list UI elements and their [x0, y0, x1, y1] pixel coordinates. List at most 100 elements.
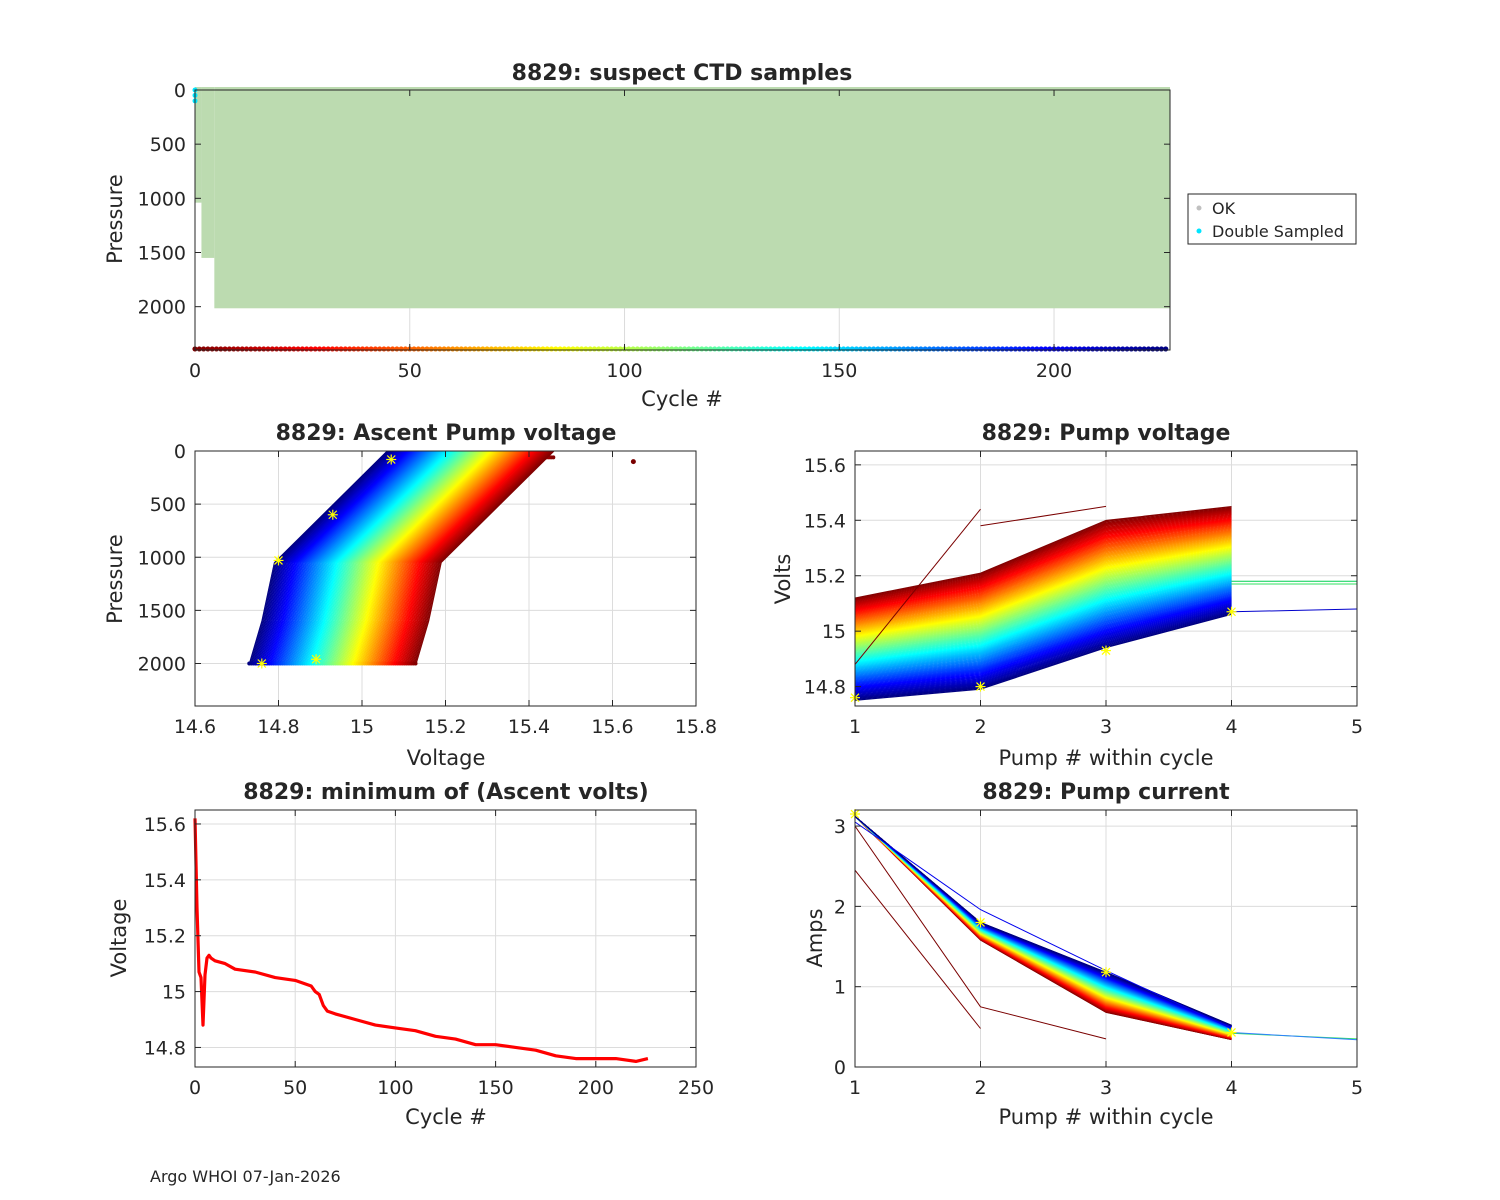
ascent-profile-line	[362, 450, 502, 664]
pumpv-cycle-line	[854, 584, 1232, 673]
pumpv-cycle-line	[854, 566, 1232, 656]
ascent-profile-line	[379, 450, 519, 664]
pumpv-cycle-line	[854, 530, 1232, 622]
pumpv-cycle-line	[854, 513, 1232, 606]
pumpv-cycle-line	[854, 605, 1232, 693]
marker-stroke	[328, 510, 338, 520]
pumpv-cycle-line	[854, 542, 1232, 633]
ascent-profile-line	[272, 450, 412, 664]
ascent-profile-line	[290, 450, 429, 664]
pumpv-cycle-line	[854, 566, 1232, 656]
pumpa-lines	[854, 816, 1232, 1041]
ascent-profile-line	[324, 450, 464, 664]
ascent-profile-line	[289, 450, 429, 664]
ascent-profile-line	[353, 450, 492, 664]
pumpv-cycle-line	[854, 577, 1232, 667]
ascent-profile-line	[374, 450, 514, 664]
ascent-profile-line	[319, 450, 458, 664]
ascent-profile-line	[251, 450, 390, 664]
ascent-profile-line	[256, 450, 396, 664]
pumpa-ylabel: Amps	[803, 908, 827, 967]
ascent-profile-line	[347, 450, 487, 664]
pumpv-cycle-line	[854, 515, 1232, 608]
ascent-profile-line	[251, 450, 391, 664]
pumpv-cycle-line	[854, 598, 1232, 687]
pumpv-cycle-line	[854, 570, 1232, 660]
pumpa-ytick-label: 3	[834, 816, 846, 838]
pumpv-ytick-label: 14.8	[804, 677, 846, 699]
pumpv-cycle-line	[854, 580, 1232, 669]
pumpv-cycle-line	[854, 611, 1232, 699]
ascent-profile-line	[263, 450, 403, 664]
pumpa-xtick-label: 2	[974, 1077, 986, 1099]
ascent-profile-line	[406, 450, 546, 664]
ascent-profile-line	[261, 450, 400, 664]
pumpv-cycle-line	[854, 547, 1232, 638]
pumpv-cycle-line	[854, 586, 1232, 675]
pumpv-cycle-line	[854, 537, 1232, 628]
ascent-profile-line	[299, 450, 438, 664]
ascent-profile-line	[293, 450, 432, 664]
pumpv-cycle-line	[854, 576, 1232, 665]
ascent-profile-line	[377, 450, 516, 664]
ascent-profile-line	[276, 450, 416, 664]
pumpv-cycle-line	[854, 546, 1232, 637]
ascent-profile-line	[307, 450, 447, 664]
pumpv-cycle-line	[854, 607, 1232, 695]
pumpv-cycle-line	[854, 581, 1232, 670]
ascent-profile-line	[330, 450, 470, 664]
pumpv-cycle-line	[854, 514, 1232, 607]
pumpv-cycle-line	[854, 598, 1232, 686]
ascent-profile-line	[341, 450, 481, 664]
ascent-profile-line	[268, 450, 407, 664]
pumpv-cycle-line	[854, 527, 1232, 619]
pumpv-cycle-line	[854, 563, 1232, 653]
pumpv-title: 8829: Pump voltage	[982, 421, 1231, 446]
ascent-outlier-point	[630, 459, 636, 465]
pumpv-cycle-line	[854, 578, 1232, 667]
pumpa-title: 8829: Pump current	[982, 780, 1230, 805]
minv-ytick-label: 15.4	[144, 870, 186, 892]
ascent-profile-line	[283, 450, 423, 664]
ascent-profile-line	[356, 450, 496, 664]
pumpv-cycle-line	[854, 569, 1232, 659]
minv-xtick-label: 50	[283, 1077, 307, 1099]
pumpv-cycle-line	[854, 613, 1232, 700]
pumpv-ytick-label: 15.4	[804, 510, 846, 532]
ascent-profile-line	[297, 450, 437, 664]
pumpv-extra-line	[854, 508, 981, 665]
ascent-profile-line	[346, 450, 485, 664]
pumpv-cycle-line	[854, 537, 1232, 629]
ascent-profile-line	[355, 450, 494, 664]
pumpv-cycle-line	[854, 543, 1232, 634]
ascent-profile-line	[276, 450, 415, 664]
pumpv-cycle-line	[854, 510, 1232, 603]
pumpv-cycle-line	[854, 511, 1232, 604]
legend-ok-marker	[1196, 205, 1202, 211]
minv-ylabel: Voltage	[107, 899, 131, 978]
pumpv-cycle-line	[854, 510, 1232, 603]
ascent-profile-line	[375, 450, 514, 664]
ascent-profile-line	[338, 450, 477, 664]
ascent-profile-line	[365, 450, 505, 664]
pump-voltage-panel: 1 2 3 4 5 14.8 15 15.2 15.4 15.6 8829: Pump volta…	[771, 421, 1363, 770]
ascent-profile-line	[402, 450, 542, 664]
ascent-profile-line	[332, 450, 471, 664]
ascent-xtick-label: 15.2	[424, 716, 466, 738]
ascent-profile-line	[381, 450, 520, 664]
pumpv-cycle-line	[854, 533, 1232, 625]
ascent-xtick-label: 15.4	[508, 716, 550, 738]
pumpv-cycle-line	[854, 614, 1232, 701]
ascent-profile-line	[354, 450, 494, 664]
pumpv-cycle-line	[854, 552, 1232, 642]
ascent-profile-line	[391, 450, 531, 664]
ascent-profile-line	[324, 450, 463, 664]
cycle-marker	[1163, 346, 1169, 352]
pumpv-cycle-line	[854, 526, 1232, 618]
pumpv-cycle-line	[854, 531, 1232, 623]
ascent-profile-line	[265, 450, 404, 664]
ascent-profile-line	[320, 450, 460, 664]
pumpv-cycle-line	[854, 596, 1232, 684]
pumpa-xlabel: Pump # within cycle	[999, 1105, 1214, 1129]
